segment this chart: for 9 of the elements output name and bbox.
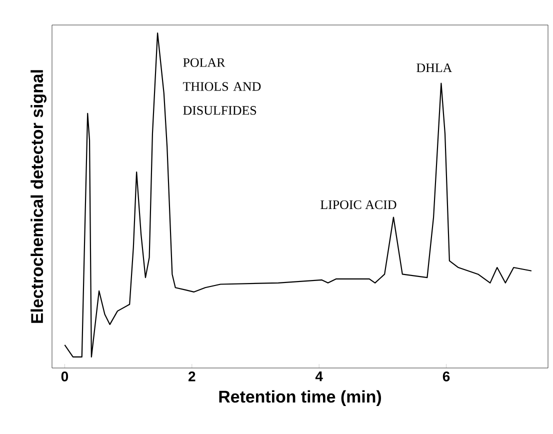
- x-tick-label: 6: [442, 372, 450, 382]
- annotation: LIPOIC ACID: [320, 200, 396, 210]
- x-tick-label: 4: [315, 372, 323, 382]
- annotation: DHLA: [416, 64, 452, 72]
- annotation: POLAR THIOLS AND DISULFIDES: [182, 58, 261, 115]
- x-tick-label: 2: [188, 372, 196, 382]
- y-axis-title: Electrochemical detector signal: [30, 70, 46, 323]
- x-axis-title: Retention time (min): [219, 390, 382, 406]
- x-tick-label: 0: [61, 372, 68, 382]
